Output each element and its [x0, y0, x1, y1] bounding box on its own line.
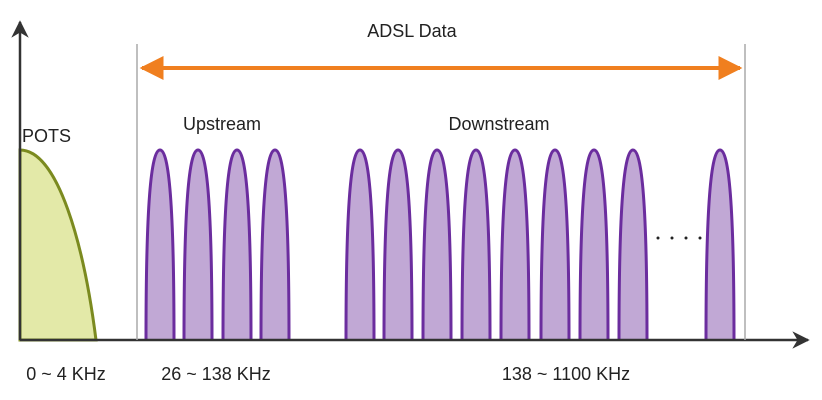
- carrier-lobe: [221, 148, 253, 341]
- carrier-lobe: [144, 148, 176, 341]
- range-label: 0 ~ 4 KHz: [26, 364, 106, 384]
- ellipsis: [656, 236, 702, 240]
- lobes: [144, 148, 736, 341]
- carrier-lobe: [499, 148, 531, 341]
- carrier-lobe: [704, 148, 736, 341]
- carrier-lobe: [421, 148, 453, 341]
- pots-band: [18, 148, 98, 342]
- carrier-lobe: [259, 148, 291, 341]
- carrier-lobe: [382, 148, 414, 341]
- title: ADSL Data: [367, 21, 457, 41]
- range-label: 26 ~ 138 KHz: [161, 364, 271, 384]
- carrier-lobe: [344, 148, 376, 341]
- carrier-lobe: [578, 148, 610, 341]
- carrier-lobe: [182, 148, 214, 341]
- range-label: 138 ~ 1100 KHz: [502, 364, 630, 384]
- carrier-lobe: [460, 148, 492, 341]
- carrier-lobe: [539, 148, 571, 341]
- upstream-label: Upstream: [183, 114, 261, 134]
- carrier-lobe: [617, 148, 649, 341]
- downstream-label: Downstream: [448, 114, 549, 134]
- pots-label: POTS: [22, 126, 71, 146]
